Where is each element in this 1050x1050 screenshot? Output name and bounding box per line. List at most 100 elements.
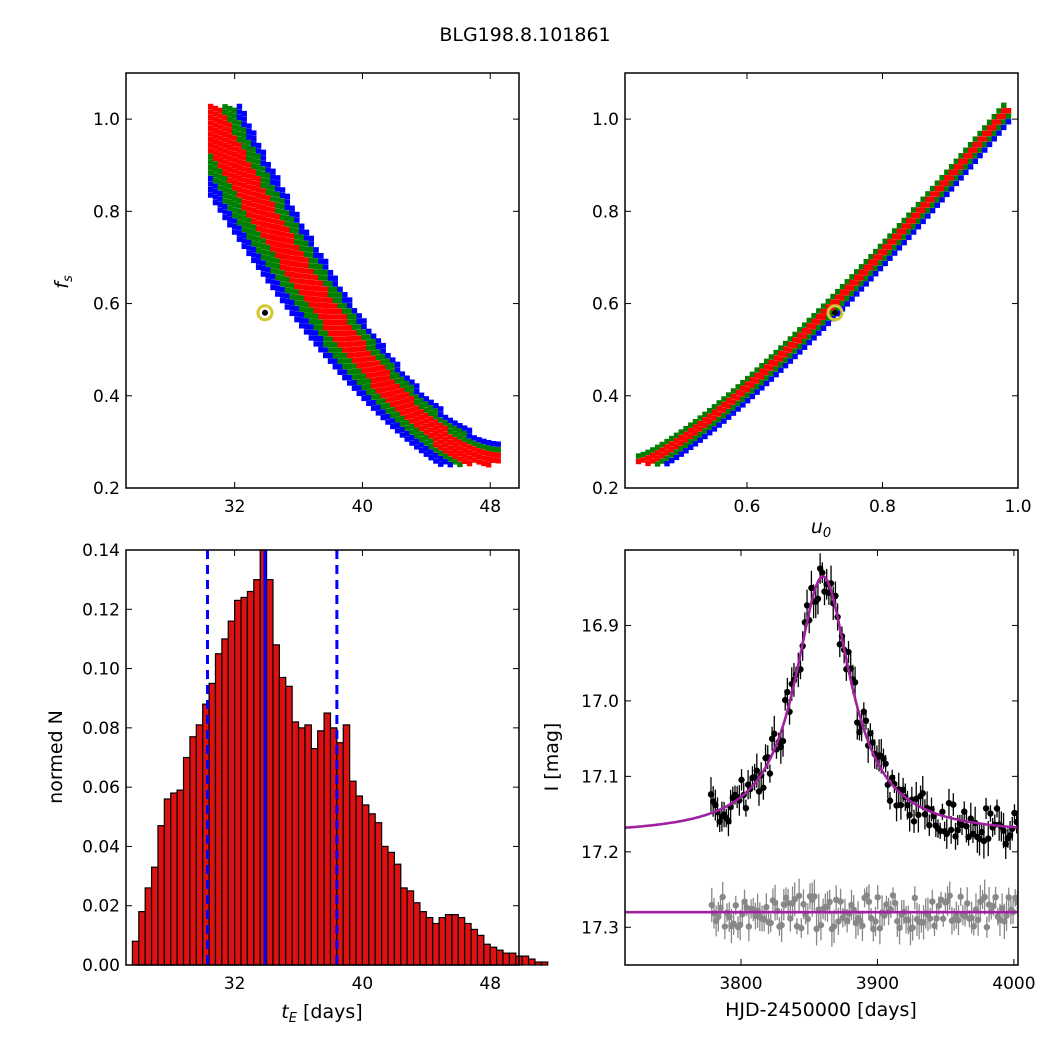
confidence-cell — [399, 388, 406, 394]
confidence-cell — [706, 418, 713, 425]
confidence-cell — [982, 136, 988, 142]
confidence-cell — [457, 434, 463, 440]
confidence-cell — [471, 435, 477, 441]
confidence-cell — [236, 181, 243, 187]
confidence-cell — [370, 361, 377, 367]
confidence-cell — [428, 416, 434, 422]
confidence-cell — [457, 428, 463, 434]
confidence-cell — [246, 200, 252, 207]
confidence-cell — [433, 408, 439, 414]
confidence-cell — [763, 369, 770, 376]
confidence-cell — [313, 274, 319, 281]
confidence-cell — [251, 252, 257, 258]
confidence-cell — [920, 207, 926, 214]
confidence-cell — [284, 232, 291, 238]
confidence-cell — [635, 458, 642, 465]
confidence-cell — [246, 151, 252, 157]
confidence-cell — [212, 166, 219, 173]
data-point — [803, 602, 811, 609]
confidence-cell — [284, 260, 291, 266]
lightcurve-y-label: I [mag] — [541, 723, 563, 792]
confidence-cell — [356, 346, 362, 352]
confidence-cell — [361, 384, 367, 391]
hjd-tick-label: 3900 — [856, 974, 899, 994]
confidence-cell — [640, 457, 646, 463]
confidence-cell — [327, 275, 334, 281]
confidence-cell — [725, 392, 732, 398]
confidence-cell — [275, 236, 281, 242]
residual-point — [964, 900, 971, 907]
confidence-cell — [351, 379, 358, 386]
confidence-cell — [222, 142, 228, 149]
confidence-cell — [716, 416, 722, 423]
confidence-cell — [322, 286, 329, 292]
confidence-cell — [236, 148, 243, 154]
confidence-cell — [442, 425, 449, 432]
residual-point — [719, 893, 726, 901]
hjd-tick-label: 4000 — [992, 974, 1035, 994]
confidence-cell — [495, 441, 501, 447]
confidence-cell — [385, 386, 391, 392]
confidence-cell — [920, 196, 926, 202]
confidence-cell — [260, 210, 267, 216]
confidence-cell — [390, 385, 396, 391]
confidence-cell — [342, 363, 348, 370]
confidence-cell — [217, 185, 223, 191]
confidence-cell — [318, 308, 324, 314]
histogram-bar — [227, 620, 236, 966]
confidence-cell — [332, 308, 338, 315]
data-point — [766, 770, 774, 777]
confidence-cell — [438, 455, 444, 462]
confidence-cell — [659, 458, 665, 464]
confidence-cell — [303, 229, 310, 236]
confidence-cell — [702, 417, 708, 423]
confidence-cell — [915, 212, 922, 219]
confidence-cell — [409, 423, 415, 430]
confidence-cell — [423, 423, 430, 430]
confidence-cell — [303, 240, 310, 247]
confidence-cell — [251, 163, 257, 170]
confidence-cell — [466, 449, 473, 456]
confidence-cell — [207, 192, 214, 198]
confidence-cell — [356, 390, 362, 397]
confidence-cell — [773, 355, 779, 361]
confidence-cell — [227, 205, 233, 211]
confidence-cell — [721, 401, 727, 408]
confidence-cell — [222, 176, 228, 182]
confidence-cell — [279, 248, 286, 254]
confidence-cell — [346, 319, 353, 325]
confidence-cell — [1001, 119, 1007, 125]
confidence-cell — [318, 302, 324, 309]
confidence-cell — [265, 200, 271, 207]
confidence-cell — [289, 216, 295, 223]
confidence-cell — [868, 265, 874, 271]
confidence-cell — [265, 206, 271, 212]
confidence-cell — [697, 437, 703, 443]
confidence-cell — [212, 133, 219, 139]
confidence-cell — [986, 119, 993, 125]
confidence-cell — [294, 233, 300, 240]
confidence-cell — [664, 438, 670, 445]
confidence-cell — [251, 169, 257, 175]
histogram-bar — [419, 911, 427, 966]
confidence-cell — [669, 446, 675, 453]
confidence-cell — [977, 147, 983, 153]
panel-lightcurve: 3800 3900 4000 16.9 17.0 17.1 17.2 17.3 I [mag]… — [541, 549, 1036, 1021]
data-point — [985, 835, 992, 842]
confidence-cell — [260, 216, 267, 222]
histogram-y-label: normed N — [45, 710, 67, 804]
confidence-cell — [963, 153, 969, 159]
confidence-cell — [222, 153, 228, 160]
confidence-cell — [231, 151, 238, 158]
confidence-cell — [275, 269, 281, 275]
confidence-cell — [806, 328, 813, 335]
fs-tick-label: 0.4 — [93, 387, 120, 407]
confidence-cell — [380, 381, 386, 388]
confidence-cell — [361, 395, 367, 402]
confidence-cell — [466, 444, 473, 450]
confidence-cell — [721, 418, 727, 424]
confidence-cell — [418, 420, 425, 426]
confidence-cell — [385, 413, 391, 420]
confidence-cell — [716, 422, 722, 428]
confidence-cell — [322, 319, 329, 326]
